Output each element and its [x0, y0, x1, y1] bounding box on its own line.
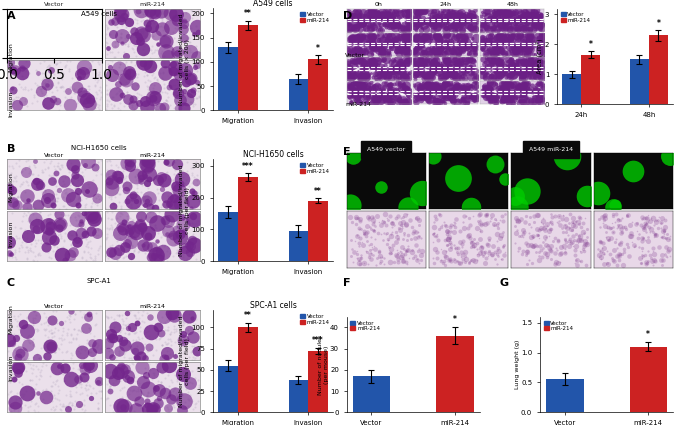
- Text: SPC-A1: SPC-A1: [86, 278, 111, 284]
- Text: Migration: Migration: [8, 172, 13, 202]
- Text: Migration: Migration: [8, 304, 13, 334]
- Bar: [218, 366, 238, 412]
- Bar: [546, 380, 583, 412]
- Title: A549 vector: A549 vector: [367, 147, 405, 152]
- Bar: [353, 376, 390, 412]
- Bar: [308, 60, 328, 110]
- Bar: [218, 47, 238, 110]
- Text: *: *: [656, 19, 660, 28]
- Bar: [630, 346, 667, 412]
- Title: Vector: Vector: [44, 304, 64, 309]
- Title: 0h: 0h: [375, 3, 383, 7]
- Text: Invasion: Invasion: [8, 91, 13, 117]
- Text: Migration: Migration: [8, 42, 13, 72]
- Y-axis label: Area (cm²): Area (cm²): [536, 39, 543, 74]
- Bar: [288, 380, 308, 412]
- Bar: [238, 327, 258, 412]
- Text: B: B: [7, 144, 15, 155]
- Title: NCI-H1650 cells: NCI-H1650 cells: [243, 150, 303, 159]
- Bar: [581, 55, 600, 104]
- Text: A: A: [7, 11, 16, 21]
- Bar: [308, 201, 328, 261]
- Bar: [308, 351, 328, 412]
- Text: ***: ***: [242, 162, 254, 170]
- Title: Vector: Vector: [44, 3, 64, 7]
- Y-axis label: Number of nodules
(per mouse): Number of nodules (per mouse): [318, 334, 328, 394]
- Text: F: F: [343, 278, 351, 289]
- Y-axis label: Number of migrated/invaded
cells (× 200): Number of migrated/invaded cells (× 200): [180, 14, 190, 105]
- Title: miR-214: miR-214: [139, 3, 166, 7]
- Text: Vector: Vector: [345, 53, 366, 58]
- Legend: Vector, miR-214: Vector, miR-214: [350, 320, 381, 332]
- Text: Invasion: Invasion: [8, 354, 13, 381]
- Title: Vector: Vector: [44, 153, 64, 159]
- Text: C: C: [7, 278, 15, 289]
- Title: 24h: 24h: [439, 3, 452, 7]
- Legend: Vector, miR-214: Vector, miR-214: [543, 320, 575, 332]
- Bar: [238, 177, 258, 261]
- Bar: [288, 231, 308, 261]
- Legend: Vector, miR-214: Vector, miR-214: [299, 11, 330, 24]
- Text: **: **: [244, 9, 252, 18]
- Text: *: *: [453, 315, 457, 324]
- Text: *: *: [647, 331, 650, 340]
- Title: A549 miR-214: A549 miR-214: [529, 147, 573, 152]
- Bar: [649, 35, 668, 104]
- Text: ***: ***: [312, 336, 324, 345]
- Bar: [436, 336, 474, 412]
- Legend: Vector, miR-214: Vector, miR-214: [560, 11, 592, 24]
- Text: NCI-H1650 cells: NCI-H1650 cells: [71, 144, 126, 150]
- Title: A549 cells: A549 cells: [254, 0, 293, 8]
- Text: miR-214: miR-214: [345, 102, 371, 107]
- Bar: [238, 26, 258, 110]
- Bar: [218, 212, 238, 261]
- Legend: Vector, miR-214: Vector, miR-214: [299, 313, 330, 326]
- Title: SPC-A1 cells: SPC-A1 cells: [250, 300, 296, 309]
- Title: miR-214: miR-214: [139, 304, 166, 309]
- Text: **: **: [314, 187, 322, 196]
- Title: 48h: 48h: [506, 3, 518, 7]
- Text: *: *: [589, 40, 592, 49]
- Text: *: *: [316, 43, 320, 53]
- Text: A549 cells: A549 cells: [81, 11, 116, 17]
- Bar: [288, 79, 308, 110]
- Bar: [562, 74, 581, 104]
- Y-axis label: Number of migrated/invaded
cells (per field): Number of migrated/invaded cells (per fi…: [180, 315, 190, 407]
- Title: miR-214: miR-214: [139, 153, 166, 159]
- Text: Invasion: Invasion: [8, 221, 13, 247]
- Text: D: D: [343, 11, 353, 21]
- Bar: [630, 59, 649, 104]
- Text: G: G: [500, 278, 509, 289]
- Legend: Vector, miR-214: Vector, miR-214: [299, 162, 330, 175]
- Text: E: E: [343, 147, 351, 157]
- Y-axis label: Number of migrated/invaded
cells (per field): Number of migrated/invaded cells (per fi…: [180, 164, 190, 256]
- Y-axis label: Lung weight (g): Lung weight (g): [515, 340, 520, 389]
- Text: **: **: [244, 312, 252, 320]
